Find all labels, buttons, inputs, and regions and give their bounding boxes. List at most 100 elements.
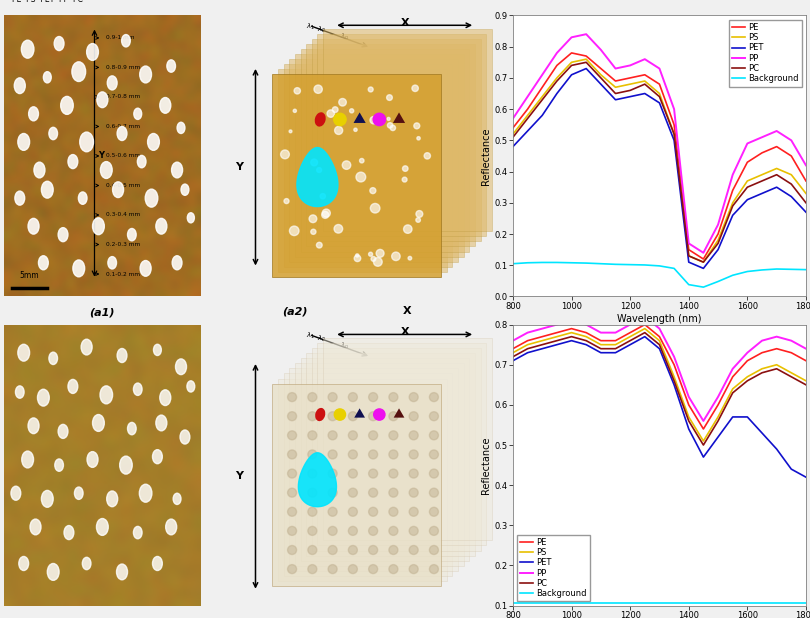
PET bbox=[640, 333, 650, 341]
Background bbox=[596, 599, 606, 606]
Circle shape bbox=[97, 92, 108, 108]
Circle shape bbox=[173, 256, 182, 270]
PET bbox=[640, 90, 650, 97]
Circle shape bbox=[308, 565, 317, 574]
PET bbox=[684, 258, 693, 266]
Circle shape bbox=[348, 392, 357, 402]
Circle shape bbox=[417, 137, 420, 140]
PET bbox=[522, 349, 532, 357]
PS bbox=[713, 413, 723, 421]
Circle shape bbox=[180, 430, 190, 444]
Circle shape bbox=[370, 116, 377, 124]
PET bbox=[582, 341, 591, 349]
PC bbox=[757, 177, 767, 185]
Circle shape bbox=[81, 339, 92, 355]
Line: PET: PET bbox=[513, 69, 806, 268]
Text: 0.3-0.4 mm: 0.3-0.4 mm bbox=[106, 213, 141, 218]
Circle shape bbox=[309, 215, 317, 222]
Background bbox=[508, 599, 518, 606]
PC bbox=[537, 341, 547, 349]
FancyBboxPatch shape bbox=[301, 49, 469, 252]
FancyBboxPatch shape bbox=[272, 75, 441, 277]
Circle shape bbox=[75, 487, 83, 499]
Circle shape bbox=[308, 392, 317, 402]
Background bbox=[743, 599, 752, 606]
Circle shape bbox=[373, 409, 385, 420]
Circle shape bbox=[83, 557, 91, 570]
Circle shape bbox=[328, 546, 337, 554]
Circle shape bbox=[134, 527, 142, 539]
PE bbox=[582, 53, 591, 60]
Line: PS: PS bbox=[513, 59, 806, 262]
PP bbox=[611, 65, 620, 72]
Circle shape bbox=[369, 527, 377, 535]
Background bbox=[787, 266, 796, 273]
Circle shape bbox=[49, 127, 58, 140]
Circle shape bbox=[328, 450, 337, 459]
Circle shape bbox=[288, 527, 296, 535]
Circle shape bbox=[61, 96, 73, 114]
PE bbox=[757, 349, 767, 357]
PET bbox=[596, 349, 606, 357]
PE bbox=[698, 425, 708, 433]
FancyBboxPatch shape bbox=[295, 54, 464, 256]
Circle shape bbox=[49, 352, 58, 365]
Background bbox=[596, 260, 606, 268]
PP bbox=[728, 365, 738, 373]
Text: 0.4-0.5 mm: 0.4-0.5 mm bbox=[106, 183, 141, 188]
Circle shape bbox=[122, 35, 130, 47]
Text: $\lambda_n$: $\lambda_n$ bbox=[339, 32, 349, 41]
Legend: PE, PS, PET, PP, PC, Background: PE, PS, PET, PP, PC, Background bbox=[517, 535, 590, 601]
Circle shape bbox=[15, 191, 24, 205]
PP bbox=[684, 240, 693, 247]
Circle shape bbox=[370, 188, 376, 193]
PET bbox=[669, 137, 679, 144]
Circle shape bbox=[332, 107, 338, 112]
Circle shape bbox=[328, 488, 337, 497]
Background bbox=[728, 599, 738, 606]
Circle shape bbox=[47, 564, 59, 580]
Circle shape bbox=[311, 159, 318, 166]
Circle shape bbox=[28, 107, 38, 121]
PS bbox=[625, 333, 635, 341]
PS bbox=[787, 369, 796, 376]
Text: ...: ... bbox=[330, 30, 336, 36]
Background bbox=[684, 281, 693, 289]
Circle shape bbox=[409, 565, 418, 574]
PS bbox=[537, 337, 547, 344]
Text: 0.8-0.9 mm: 0.8-0.9 mm bbox=[106, 65, 141, 70]
PE bbox=[552, 329, 562, 336]
PS bbox=[596, 341, 606, 349]
Circle shape bbox=[429, 412, 438, 421]
Circle shape bbox=[328, 469, 337, 478]
Background bbox=[640, 261, 650, 269]
FancyBboxPatch shape bbox=[301, 358, 469, 561]
PET bbox=[757, 430, 767, 437]
PP bbox=[537, 71, 547, 78]
Text: Y: Y bbox=[235, 162, 243, 172]
Circle shape bbox=[369, 431, 377, 440]
PS bbox=[743, 373, 752, 381]
Circle shape bbox=[37, 389, 49, 406]
Circle shape bbox=[72, 62, 86, 82]
Text: 0.2-0.3 mm: 0.2-0.3 mm bbox=[106, 242, 141, 247]
Circle shape bbox=[322, 209, 330, 217]
Text: X: X bbox=[403, 307, 411, 316]
PS bbox=[728, 199, 738, 206]
Background bbox=[567, 259, 577, 266]
Background bbox=[654, 262, 664, 269]
Circle shape bbox=[55, 459, 63, 472]
PC bbox=[713, 417, 723, 425]
PP bbox=[582, 321, 591, 328]
PET bbox=[757, 190, 767, 197]
Text: $\lambda_n$: $\lambda_n$ bbox=[339, 341, 349, 351]
PP bbox=[522, 93, 532, 100]
PS bbox=[640, 77, 650, 85]
Circle shape bbox=[403, 166, 408, 171]
Circle shape bbox=[166, 519, 177, 535]
Text: X: X bbox=[400, 19, 409, 28]
Circle shape bbox=[409, 546, 418, 554]
Circle shape bbox=[335, 127, 343, 135]
Circle shape bbox=[58, 425, 68, 438]
Circle shape bbox=[390, 125, 395, 130]
